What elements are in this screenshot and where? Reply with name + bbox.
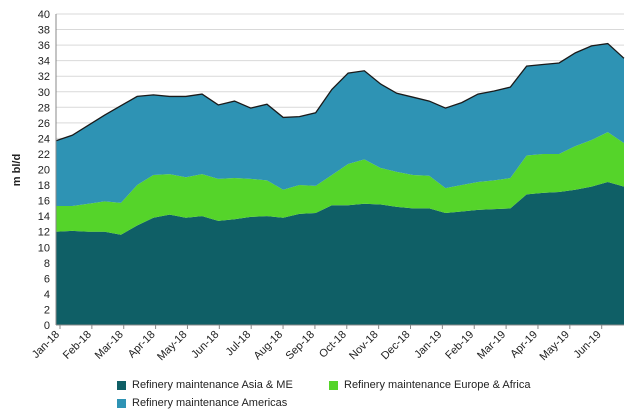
y-tick-label-19: 38 [38, 25, 50, 37]
x-tick-label-8: Sep-18 [283, 329, 317, 363]
y-tick-label-1: 2 [44, 304, 50, 316]
y-tick-label-2: 4 [44, 289, 50, 301]
x-tick-label-13: Feb-19 [443, 329, 476, 362]
y-tick-label-9: 18 [38, 180, 50, 192]
y-tick-label-0: 0 [44, 320, 50, 332]
legend-item-americas: Refinery maintenance Americas [117, 397, 287, 409]
x-tick-label-12: Jan-19 [412, 329, 444, 361]
y-tick-label-6: 12 [38, 227, 50, 239]
legend-label-asia-me: Refinery maintenance Asia & ME [132, 379, 293, 391]
y-tick-label-20: 40 [38, 9, 50, 21]
x-tick-label-2: Mar-18 [93, 329, 126, 362]
y-tick-label-5: 10 [38, 242, 50, 254]
legend-swatch-asia-me [117, 380, 126, 390]
x-tick-label-17: Jun-19 [572, 329, 604, 361]
x-tick-label-15: Apr-19 [508, 329, 540, 361]
legend-swatch-europe-africa [329, 380, 338, 390]
y-tick-label-17: 34 [38, 56, 50, 68]
y-tick-label-13: 26 [38, 118, 50, 130]
y-tick-label-12: 24 [38, 133, 50, 145]
y-tick-label-8: 16 [38, 196, 50, 208]
y-tick-label-7: 14 [38, 211, 50, 223]
series-areas [55, 42, 625, 325]
x-tick-label-0: Jan-18 [30, 329, 62, 361]
y-tick-label-4: 8 [44, 258, 50, 270]
legend-item-europe-africa: Refinery maintenance Europe & Africa [329, 379, 531, 391]
x-tick-label-9: Oct-18 [317, 329, 349, 361]
y-tick-label-16: 32 [38, 71, 50, 83]
area-series-1 [56, 132, 624, 235]
legend-item-asia-me: Refinery maintenance Asia & ME [117, 379, 293, 391]
y-tick-label-15: 30 [38, 87, 50, 99]
x-tick-label-5: Jun-18 [189, 329, 221, 361]
x-tick-label-6: Jul-18 [224, 329, 254, 359]
total-outline [55, 42, 625, 142]
x-tick-label-10: Nov-18 [347, 329, 381, 363]
y-tick-label-18: 36 [38, 40, 50, 52]
x-tick-label-16: May-19 [538, 329, 572, 363]
x-tick-label-1: Feb-18 [61, 329, 94, 362]
legend-label-europe-africa: Refinery maintenance Europe & Africa [344, 379, 531, 391]
y-tick-label-3: 6 [44, 273, 50, 285]
y-tick-label-10: 20 [38, 165, 50, 177]
legend-label-americas: Refinery maintenance Americas [132, 397, 288, 409]
area-series-2 [56, 43, 624, 207]
y-tick-label-11: 22 [38, 149, 50, 161]
legend-swatch-americas [117, 398, 126, 408]
y-tick-label-14: 28 [38, 102, 50, 114]
y-axis-label: m bl/d [11, 154, 23, 186]
x-tick-label-7: Aug-18 [252, 329, 286, 363]
x-tick-label-3: Apr-18 [126, 329, 158, 361]
x-tick-label-4: May-18 [155, 329, 189, 363]
x-tick-label-11: Dec-18 [379, 329, 413, 363]
x-tick-label-14: Mar-19 [475, 329, 508, 362]
axes [55, 14, 624, 326]
area-series-0 [56, 181, 624, 325]
